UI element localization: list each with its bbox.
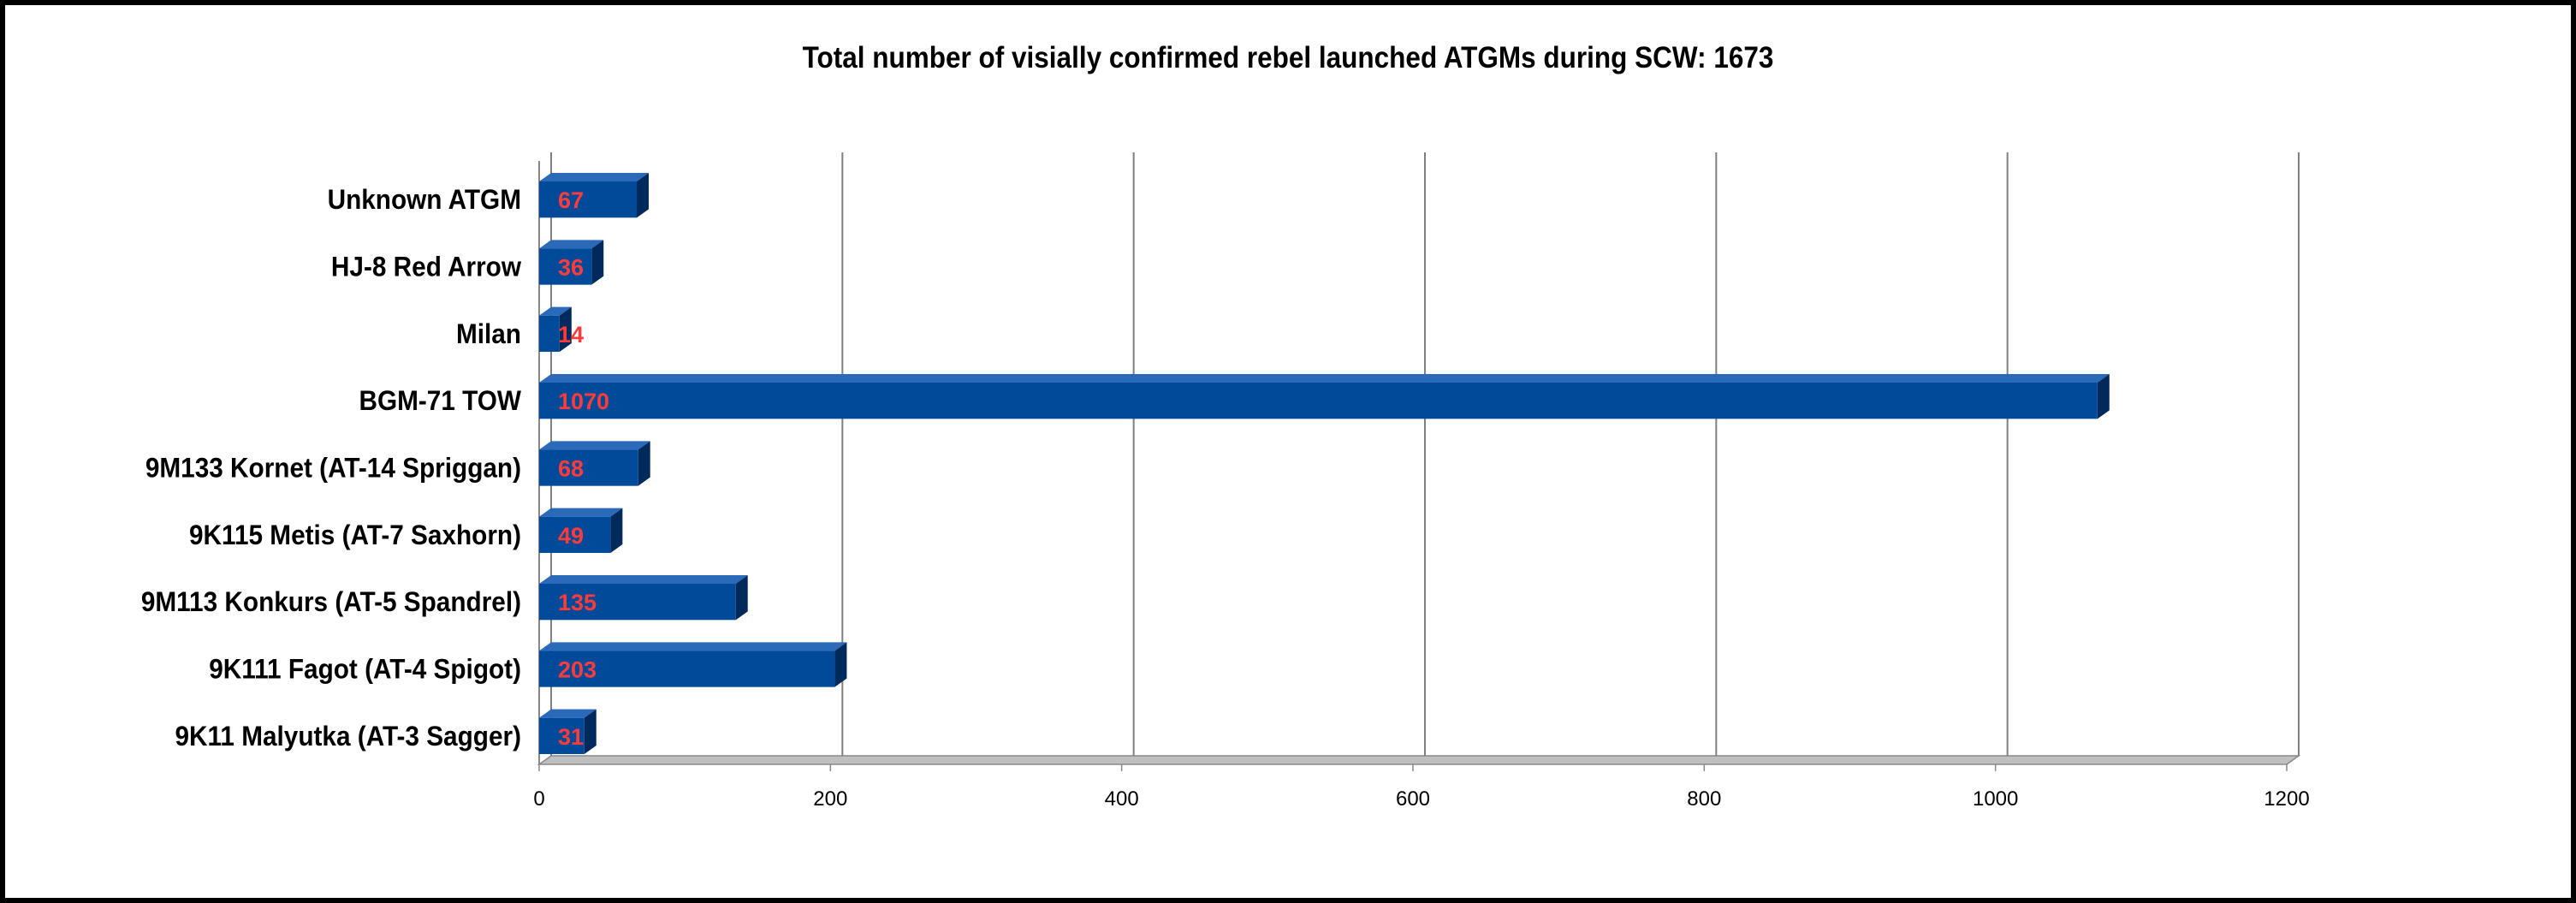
bar-top-face: [539, 441, 650, 450]
bar-top-face: [539, 173, 650, 182]
bar: [539, 516, 611, 553]
x-tick-label: 800: [1687, 787, 1721, 811]
x-tick-label: 600: [1396, 787, 1430, 811]
bar-group: 14: [539, 306, 584, 352]
bar: [539, 651, 835, 687]
bar-side-face: [834, 642, 847, 687]
data-label: 14: [558, 322, 584, 348]
bar-side-face: [559, 306, 572, 352]
bar-group: 1070: [539, 374, 2110, 419]
data-label: 203: [558, 657, 597, 683]
bar-group: 203: [539, 642, 847, 687]
bar-side-face: [735, 575, 748, 621]
category-label: HJ-8 Red Arrow: [331, 252, 522, 282]
x-tick-label: 1200: [2264, 787, 2309, 811]
chart-floor: [537, 755, 2301, 765]
data-label: 1070: [558, 389, 609, 414]
data-label: 135: [558, 590, 597, 615]
bar: [539, 584, 736, 621]
bar: [539, 449, 638, 486]
bar: [539, 383, 2098, 419]
chart-title: Total number of visially confirmed rebel…: [802, 41, 1774, 74]
category-label: 9M113 Konkurs (AT-5 Spandrel): [141, 586, 521, 617]
bar: [539, 717, 585, 754]
bar-top-face: [539, 240, 604, 249]
bar-group: 68: [539, 441, 650, 486]
bar-top-face: [539, 374, 2110, 383]
bar-group: 31: [539, 709, 597, 754]
category-label: BGM-71 TOW: [359, 385, 521, 416]
bar-side-face: [610, 508, 623, 553]
bar: [539, 181, 638, 218]
category-label: 9K111 Fagot (AT-4 Spigot): [209, 654, 521, 685]
bar-side-face: [638, 441, 650, 486]
bar-side-face: [637, 173, 650, 218]
x-tick-label: 200: [813, 787, 847, 811]
bar: [539, 248, 592, 285]
bar-side-face: [591, 240, 604, 285]
x-tick-label: 1000: [1973, 787, 2018, 811]
bar-side-face: [584, 709, 597, 754]
category-label: Unknown ATGM: [328, 184, 521, 215]
bar-group: 135: [539, 575, 748, 621]
x-tick-label: 400: [1105, 787, 1139, 811]
bar-top-face: [539, 709, 597, 718]
category-label: Milan: [456, 318, 521, 349]
category-label: 9M133 Kornet (AT-14 Spriggan): [145, 453, 521, 484]
bar-side-face: [2097, 374, 2110, 419]
bar-top-face: [539, 306, 572, 316]
bar-group: 36: [539, 240, 604, 285]
bar-top-face: [539, 508, 623, 517]
x-tick-label: 0: [533, 787, 544, 811]
data-label: 67: [558, 187, 584, 213]
data-label: 68: [558, 456, 584, 482]
bar: [539, 315, 560, 352]
bar-top-face: [539, 642, 847, 651]
data-label: 49: [558, 523, 584, 549]
category-label: 9K11 Malyutka (AT-3 Sagger): [175, 721, 521, 752]
bar-group: 49: [539, 508, 623, 553]
data-label: 31: [558, 724, 584, 750]
bar-top-face: [539, 575, 748, 585]
data-label: 36: [558, 255, 584, 281]
bar-group: 67: [539, 173, 650, 218]
category-label: 9K115 Metis (AT-7 Saxhorn): [189, 520, 521, 550]
